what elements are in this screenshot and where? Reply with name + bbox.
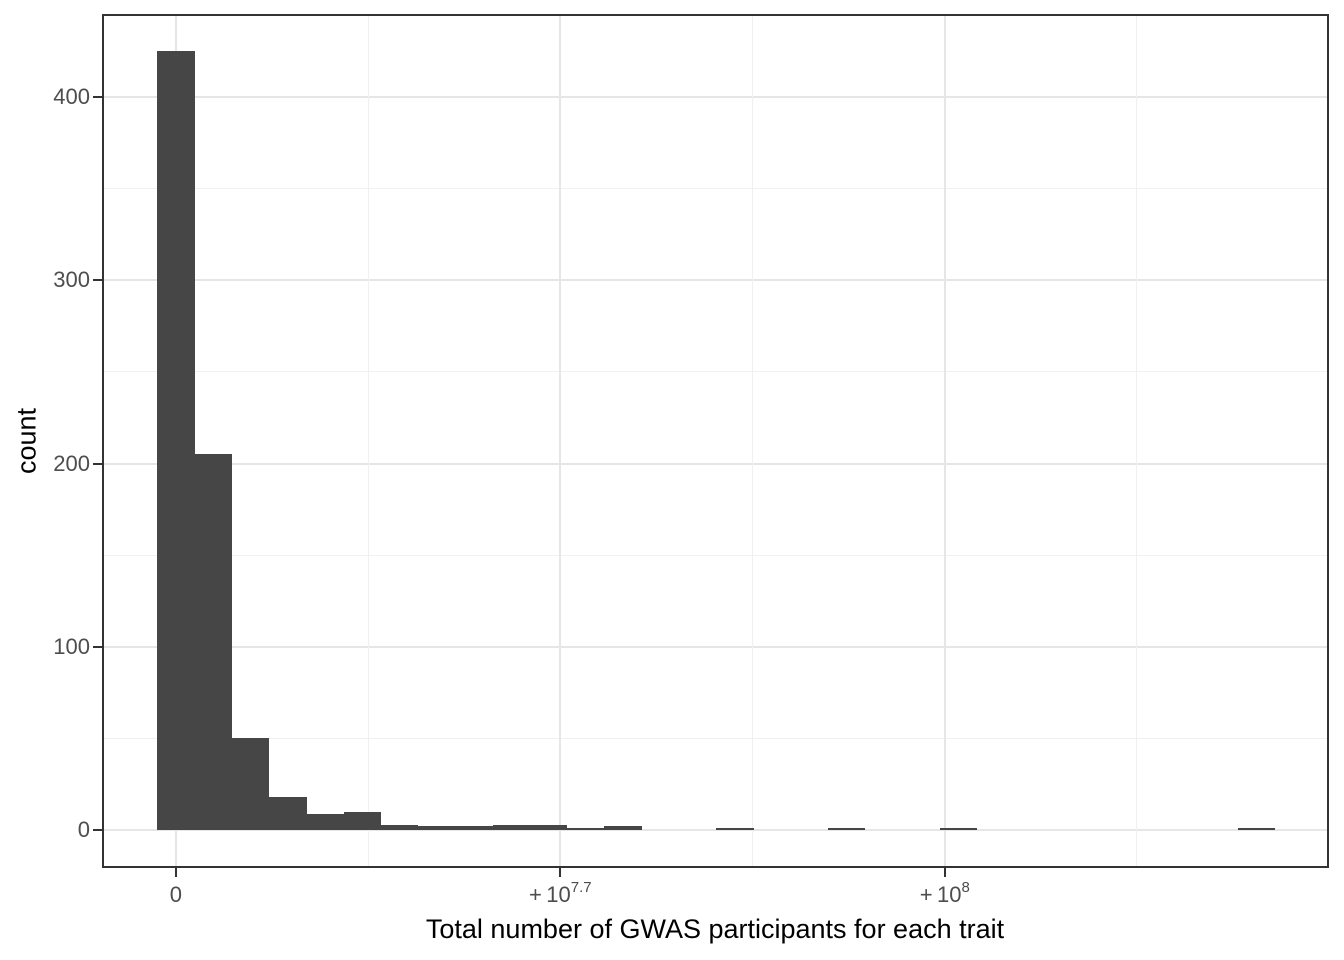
plot-panel [102,14,1329,868]
x-tick-label: + 108 [919,880,970,907]
gridline-major-horizontal [104,96,1327,98]
histogram-bar [827,828,866,830]
gridline-major-vertical [559,16,562,866]
histogram-bar [455,826,493,830]
histogram-bar [492,824,531,830]
y-tick-mark [93,829,102,831]
x-tick-label-exponent: 7.7 [570,879,592,896]
x-tick-label-base: + 10 [919,882,962,907]
histogram-bar [418,826,456,830]
gridline-minor-horizontal [104,737,1327,739]
x-tick-label-base: + 10 [529,882,571,907]
histogram-bar [567,828,605,830]
y-tick-mark [93,279,102,282]
y-tick-label: 300 [53,267,90,293]
y-tick-label: 200 [53,450,90,476]
histogram-bar [231,738,270,830]
y-tick-label: 0 [77,817,90,842]
x-axis-title: Total number of GWAS participants for ea… [425,914,1005,944]
x-tick-label-base: 0 [169,882,183,907]
gridline-major-horizontal [104,645,1327,648]
gridline-minor-horizontal [104,554,1327,556]
histogram-bar [306,813,344,830]
x-tick-label: 0 [170,884,182,906]
x-tick-mark [943,868,946,877]
gridline-minor-horizontal [104,371,1327,373]
x-tick-label: + 107.7 [529,880,592,907]
gridline-major-vertical [943,16,946,866]
x-tick-mark [174,868,177,877]
gridline-major-horizontal [104,829,1327,831]
gridline-minor-vertical [1136,16,1138,866]
histogram-bar [939,828,978,830]
gridline-minor-vertical [752,16,754,866]
gridline-minor-vertical [367,16,369,866]
gridline-major-horizontal [104,279,1327,282]
gridline-minor-horizontal [104,188,1327,190]
gridline-major-horizontal [104,462,1327,465]
histogram-bar [380,824,419,830]
y-tick-mark [93,462,102,465]
x-tick-mark [559,868,562,877]
histogram-bar [343,811,382,830]
histogram-bar [529,824,568,830]
y-tick-label: 100 [53,633,90,659]
y-tick-mark [93,645,102,648]
histogram-bar [604,826,642,830]
y-tick-label: 400 [53,84,90,109]
histogram-bar [269,797,307,830]
y-tick-mark [93,96,102,98]
histogram-bar [157,51,195,830]
histogram-bar [194,454,233,830]
histogram-bar [716,828,754,830]
histogram-bar [1237,828,1276,830]
x-tick-label-exponent: 8 [961,879,970,896]
